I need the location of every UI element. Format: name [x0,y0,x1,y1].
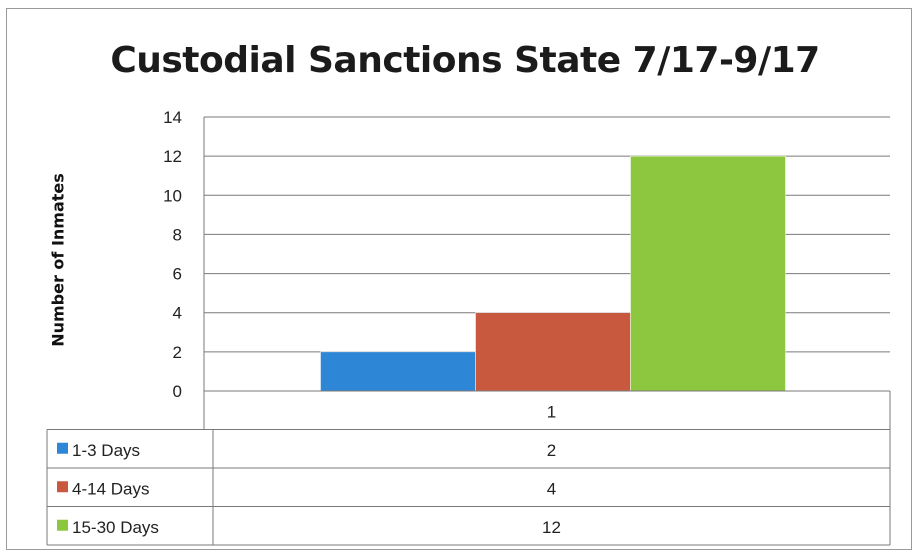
y-tick-label: 6 [173,265,182,284]
chart-title: Custodial Sanctions State 7/17-9/17 [110,40,820,81]
y-tick-label: 14 [163,108,182,127]
legend-label: 1-3 Days [72,441,140,460]
legend-label: 15-30 Days [72,518,159,537]
legend-swatch [57,481,68,493]
legend-swatch [57,519,68,531]
x-category-label: 1 [547,402,556,421]
bar [320,351,476,392]
y-tick-label: 4 [173,304,182,323]
bar [630,155,786,392]
bar [475,312,631,392]
y-tick-label: 8 [173,225,182,244]
legend-swatch [57,442,68,454]
data-value: 4 [547,479,556,498]
y-tick-label: 0 [173,382,182,401]
y-tick-label: 10 [163,186,182,205]
data-value: 2 [547,441,556,460]
y-tick-label: 12 [163,147,182,166]
y-tick-label: 2 [173,343,182,362]
data-value: 12 [542,518,561,537]
legend-label: 4-14 Days [72,479,149,498]
